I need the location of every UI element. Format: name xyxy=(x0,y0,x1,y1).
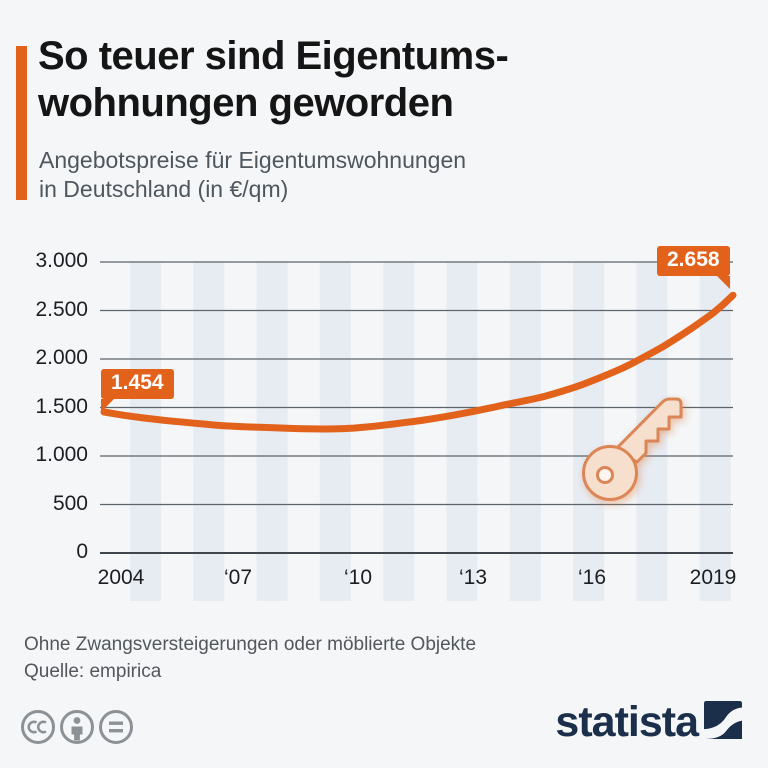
y-tick-label: 2.000 xyxy=(35,346,88,369)
stripe xyxy=(446,262,478,601)
page-title: So teuer sind Eigentums- wohnungen gewor… xyxy=(38,34,509,125)
chart-footnote: Ohne Zwangsversteigerungen oder möbliert… xyxy=(24,634,477,655)
stripe xyxy=(573,262,605,601)
y-tick-label: 0 xyxy=(76,540,88,563)
annotation-start-value: 1.454 xyxy=(101,368,174,412)
price-line xyxy=(100,291,737,433)
x-tick-label: ‘13 xyxy=(458,566,488,589)
background-stripes xyxy=(130,262,731,601)
y-tick-label: 1.000 xyxy=(35,443,88,466)
attribution-icon xyxy=(60,710,94,744)
accent-bar xyxy=(16,46,27,200)
equals-icon xyxy=(99,710,133,744)
page-subtitle: Angebotspreise für Eigentumswohnungen in… xyxy=(39,147,467,202)
stripe xyxy=(383,262,415,601)
statista-logo-mark xyxy=(704,701,742,739)
cc-icon xyxy=(21,710,55,744)
key-icon xyxy=(582,397,683,501)
chart-source: Quelle: empirica xyxy=(24,661,162,682)
key-hole xyxy=(596,466,614,484)
statista-logo: statista xyxy=(555,701,742,744)
stripe xyxy=(193,262,225,601)
x-tick-label: ‘10 xyxy=(343,566,373,589)
x-tick-label: ‘16 xyxy=(577,566,607,589)
x-tick-label: 2004 xyxy=(97,566,145,589)
key-shaft xyxy=(613,397,683,464)
x-tick-label: 2019 xyxy=(689,566,737,589)
x-tick-label: ‘07 xyxy=(223,566,253,589)
stripe xyxy=(130,262,161,601)
stripe xyxy=(509,262,541,601)
y-tick-label: 2.500 xyxy=(35,297,88,321)
license-icons xyxy=(21,710,133,744)
statista-wordmark: statista xyxy=(555,698,699,746)
gridlines xyxy=(100,261,733,554)
y-tick-label: 500 xyxy=(52,491,88,515)
y-tick-label: 1.500 xyxy=(35,394,88,418)
y-tick-label: 3.000 xyxy=(35,249,88,272)
annotation-end-value: 2.658 xyxy=(657,246,730,290)
